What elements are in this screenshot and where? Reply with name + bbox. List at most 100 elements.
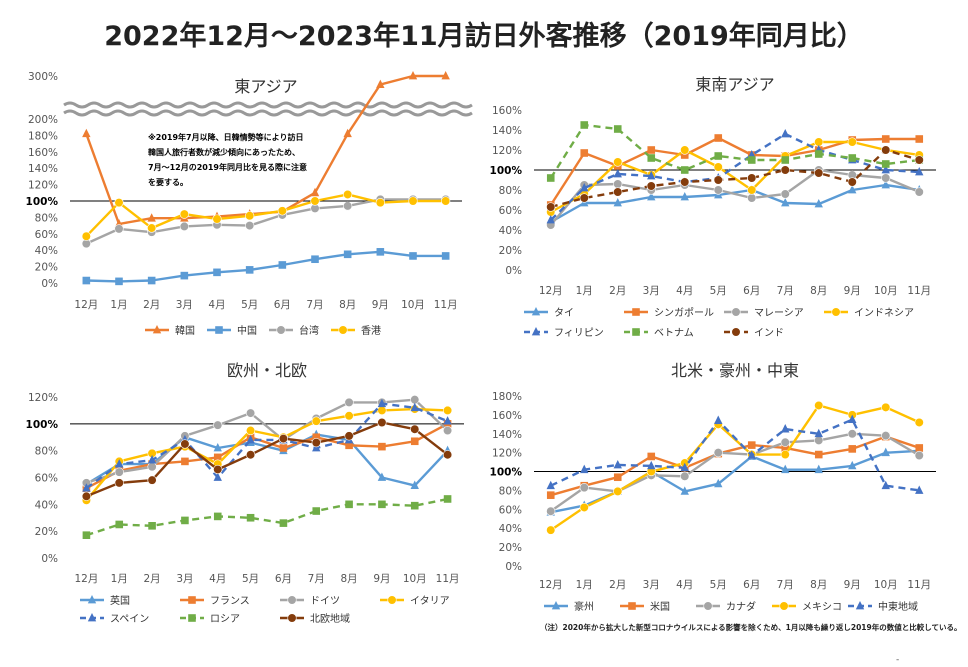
- chart-svg: 東アジア 0% 20% 40% 60% 80% 100% 120% 140% 160% 180% 20…: [26, 71, 473, 337]
- y-tick-label: 200%: [28, 114, 58, 126]
- data-point: [781, 444, 790, 452]
- legend-item: カナダ: [696, 600, 756, 613]
- axis-break: [63, 109, 473, 117]
- legend-label: 豪州: [574, 600, 594, 613]
- chart-annotation: ※2019年7月以降、日韓情勢等により訪日: [148, 132, 303, 142]
- data-point: [881, 145, 891, 155]
- x-tick-label: 2月: [143, 299, 160, 311]
- data-point: [148, 522, 156, 530]
- x-tick-label: 4月: [209, 573, 226, 585]
- x-tick-label: 1月: [576, 285, 593, 297]
- data-point: [377, 472, 387, 481]
- data-point: [343, 250, 352, 259]
- x-tick-label: 9月: [373, 573, 390, 585]
- series-line: [550, 449, 920, 514]
- data-point: [747, 156, 756, 164]
- page-title: 2022年12月～2023年11月訪日外客推移（2019年同月比）: [104, 21, 864, 52]
- data-point: [647, 171, 656, 180]
- legend-item: 豪州: [544, 600, 594, 613]
- chart-title: 東アジア: [234, 77, 297, 96]
- legend-item: イタリア: [380, 595, 450, 607]
- y-tick-label: 160%: [492, 105, 522, 117]
- series-ロシア: [82, 495, 452, 539]
- data-point: [410, 480, 419, 489]
- data-point: [377, 398, 387, 408]
- data-point: [246, 513, 255, 522]
- data-point: [278, 261, 287, 269]
- data-point: [680, 486, 689, 495]
- y-tick-label: 160%: [28, 147, 58, 159]
- data-point: [747, 173, 757, 183]
- x-tick-label: 2月: [609, 285, 626, 297]
- series-インド: [546, 145, 924, 212]
- data-point: [546, 202, 556, 212]
- data-point: [881, 173, 891, 183]
- legend-swatch-marker: [628, 602, 636, 610]
- y-tick-label: 100%: [26, 196, 59, 208]
- data-point: [881, 135, 890, 143]
- x-tick-label: 6月: [743, 579, 760, 591]
- data-point: [780, 165, 790, 175]
- data-point: [647, 154, 656, 162]
- series-line: [86, 497, 448, 537]
- chart-title: 欧州・北欧: [227, 361, 307, 380]
- legend-item: 台湾: [269, 324, 319, 337]
- y-tick-label: 60%: [35, 229, 58, 241]
- x-tick-label: 7月: [306, 299, 323, 311]
- data-point: [147, 462, 157, 472]
- data-point: [647, 192, 656, 201]
- legend-label: 英国: [110, 594, 130, 607]
- data-point: [147, 276, 156, 285]
- data-point: [377, 405, 387, 416]
- data-point: [881, 480, 890, 490]
- legend-item: 香港: [331, 325, 381, 337]
- data-point: [408, 71, 418, 80]
- chart-title: 東南アジア: [695, 75, 774, 94]
- x-tick-label: 3月: [176, 299, 193, 311]
- data-point: [377, 417, 387, 428]
- x-tick-label: 5月: [242, 573, 259, 585]
- data-point: [410, 501, 419, 510]
- data-point: [713, 448, 723, 458]
- legend-label: インドネシア: [854, 307, 914, 319]
- chart-southeast-asia: 東南アジア 0% 20% 40% 60% 80% 100% 120% 140% 160% 12月 1月…: [484, 60, 968, 350]
- legend-item: 米国: [620, 600, 670, 613]
- data-point: [848, 460, 857, 470]
- y-tick-label: 40%: [499, 523, 522, 535]
- data-point: [279, 519, 288, 527]
- legend-item: フィリピン: [524, 327, 604, 339]
- y-tick-label: 80%: [35, 446, 58, 458]
- series-line: [550, 435, 920, 497]
- data-point: [613, 169, 622, 178]
- legend-item: ドイツ: [280, 595, 340, 607]
- series-line: [550, 183, 920, 224]
- data-point: [613, 179, 623, 189]
- legend-label: 中国: [237, 324, 257, 337]
- x-tick-label: 4月: [676, 285, 693, 297]
- data-point: [245, 266, 254, 274]
- data-point: [343, 128, 352, 138]
- x-tick-label: 10月: [401, 299, 425, 311]
- legend-label: タイ: [554, 307, 574, 319]
- legend-label: イタリア: [410, 595, 450, 607]
- x-tick-label: 12月: [74, 299, 98, 311]
- legend-label: カナダ: [726, 600, 756, 613]
- legend-item: ベトナム: [624, 327, 694, 339]
- data-point: [814, 464, 823, 474]
- data-point: [747, 441, 756, 449]
- data-point: [312, 433, 321, 442]
- data-point: [848, 185, 857, 194]
- data-point: [713, 175, 723, 185]
- legend-item: 中国: [207, 324, 257, 337]
- data-point: [277, 206, 287, 216]
- data-point: [914, 155, 924, 165]
- data-point: [847, 429, 857, 439]
- data-point: [781, 156, 790, 164]
- legend-item: ロシア: [180, 614, 240, 625]
- data-point: [376, 248, 385, 256]
- legend-swatch-marker: [387, 595, 397, 605]
- legend-swatch-marker: [855, 601, 865, 610]
- legend-item: インドネシア: [824, 307, 914, 319]
- y-tick-label: 180%: [492, 391, 522, 403]
- x-tick-label: 3月: [176, 573, 193, 585]
